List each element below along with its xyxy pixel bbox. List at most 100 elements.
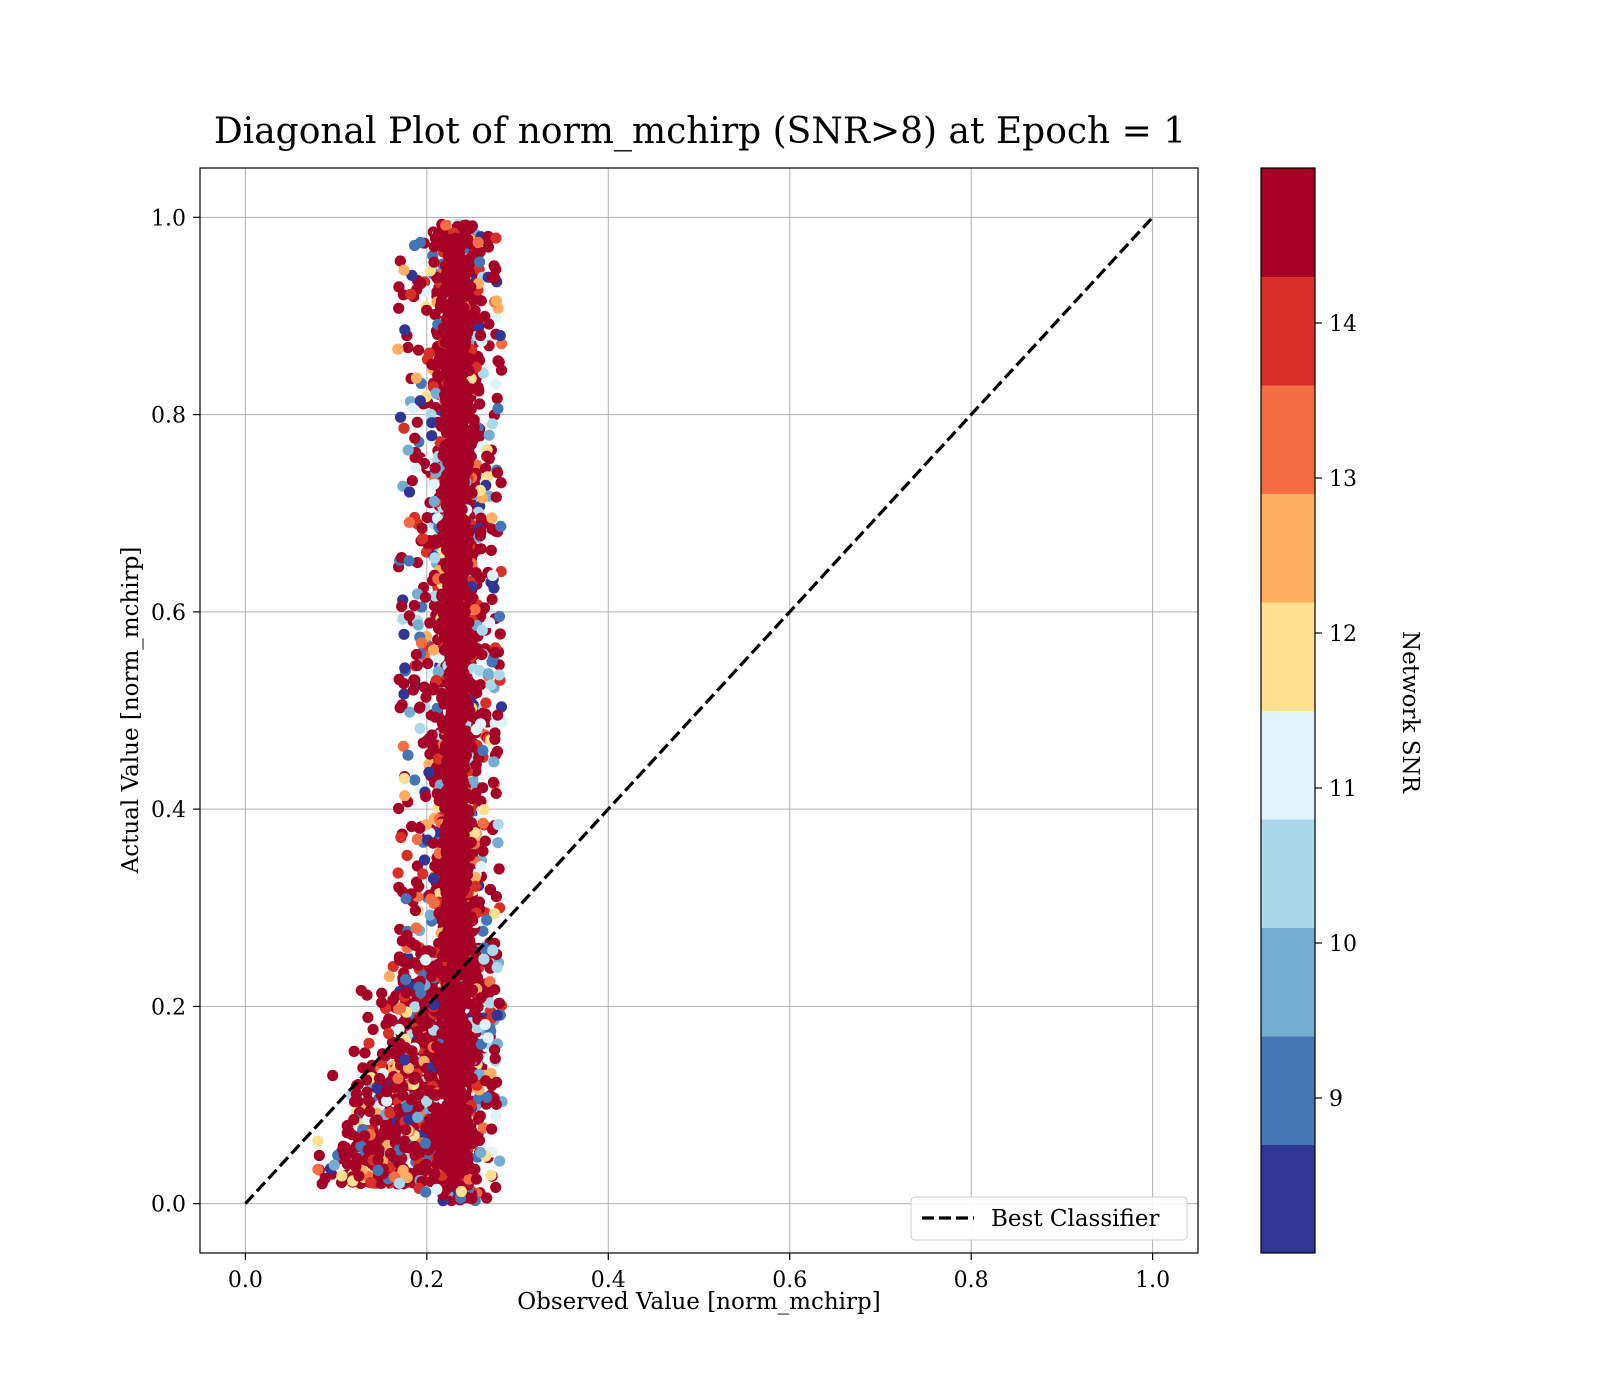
scatter-point [421, 304, 433, 316]
scatter-point [411, 833, 423, 846]
scatter-point [493, 669, 505, 681]
scatter-point [485, 544, 497, 557]
scatter-point [482, 668, 494, 680]
scatter-point [396, 699, 408, 711]
scatter-point [421, 511, 433, 524]
scatter-point [392, 1072, 404, 1084]
scatter-point [416, 522, 428, 534]
scatter-point [423, 1070, 435, 1082]
scatter-point [361, 1086, 373, 1098]
scatter-point [420, 954, 432, 966]
scatter-point [423, 1085, 435, 1097]
scatter-point [431, 1183, 443, 1195]
scatter-point [419, 591, 432, 603]
scatter-point [396, 600, 408, 613]
scatter-point [486, 418, 499, 430]
scatter-point [490, 232, 502, 244]
scatter-point [362, 1144, 374, 1156]
scatter-point [428, 478, 440, 490]
scatter-point [482, 1032, 494, 1044]
scatter-point [455, 1185, 467, 1198]
scatter-point [398, 422, 410, 434]
scatter-point [409, 939, 421, 951]
scatter-point [488, 756, 500, 768]
scatter-point [416, 1015, 428, 1027]
scatter-point [469, 604, 481, 616]
scatter-point [478, 953, 490, 965]
scatter-point [409, 774, 421, 786]
scatter-point [427, 837, 439, 849]
scatter-point [359, 1130, 371, 1142]
scatter-point [395, 831, 407, 844]
scatter-point [400, 974, 412, 986]
scatter-point [491, 467, 504, 479]
scatter-point [472, 236, 484, 249]
scatter-point [352, 1095, 364, 1108]
scatter-point [373, 1072, 386, 1085]
scatter-point [399, 662, 411, 674]
scatter-point [392, 343, 404, 355]
scatter-point [411, 659, 423, 672]
scatter-point [472, 1051, 484, 1063]
scatter-point [393, 302, 405, 314]
scatter-point [470, 1173, 482, 1185]
scatter-point [474, 256, 486, 268]
scatter-points [312, 218, 508, 1207]
scatter-point [412, 619, 424, 631]
scatter-point [495, 520, 507, 533]
scatter-point [365, 1176, 377, 1189]
scatter-point [403, 516, 415, 529]
scatter-point [372, 1154, 384, 1166]
scatter-point [312, 1163, 324, 1175]
scatter-point [410, 372, 422, 384]
scatter-point [426, 358, 438, 371]
scatter-point [493, 997, 505, 1009]
scatter-point [491, 1076, 503, 1088]
scatter-point [398, 956, 410, 968]
scatter-point [403, 486, 416, 498]
scatter-point [405, 288, 417, 300]
scatter-point [492, 709, 504, 721]
scatter-point [420, 790, 432, 803]
scatter-point [486, 1123, 498, 1135]
scatter-point [419, 1137, 432, 1149]
scatter-point [401, 849, 413, 862]
scatter-point [359, 1047, 371, 1059]
scatter-point [426, 430, 438, 442]
scatter-point [362, 1011, 374, 1024]
scatter-point [410, 462, 422, 474]
scatter-point [376, 987, 388, 999]
scatter-point [489, 984, 501, 996]
scatter-point [484, 884, 496, 896]
chart-title: Diagonal Plot of norm_mchirp (SNR>8) at … [214, 111, 1186, 152]
scatter-point [395, 1153, 407, 1165]
scatter-point [494, 330, 506, 342]
scatter-point [492, 837, 504, 849]
scatter-point [409, 674, 421, 686]
scatter-point [361, 989, 373, 1001]
scatter-point [485, 1169, 497, 1181]
scatter-point [367, 1023, 379, 1036]
scatter-point [480, 1075, 492, 1087]
scatter-point [474, 1110, 486, 1122]
scatter-point [407, 1053, 419, 1066]
scatter-point [491, 392, 503, 404]
scatter-point [423, 766, 435, 778]
scatter-point [364, 1105, 376, 1117]
scatter-point [394, 411, 407, 423]
scatter-point [479, 835, 491, 847]
scatter-point [393, 881, 405, 893]
scatter-point [406, 475, 418, 487]
scatter-point [414, 236, 426, 249]
scatter-point [486, 593, 498, 606]
scatter-point [319, 1172, 331, 1185]
scatter-point [479, 1019, 491, 1031]
scatter-point [403, 1113, 415, 1125]
scatter-point [425, 893, 437, 905]
scatter-point [399, 324, 411, 336]
scatter-point [416, 533, 429, 545]
scatter-point [477, 745, 489, 757]
scatter-point [398, 628, 410, 640]
scatter-point [338, 1149, 350, 1161]
